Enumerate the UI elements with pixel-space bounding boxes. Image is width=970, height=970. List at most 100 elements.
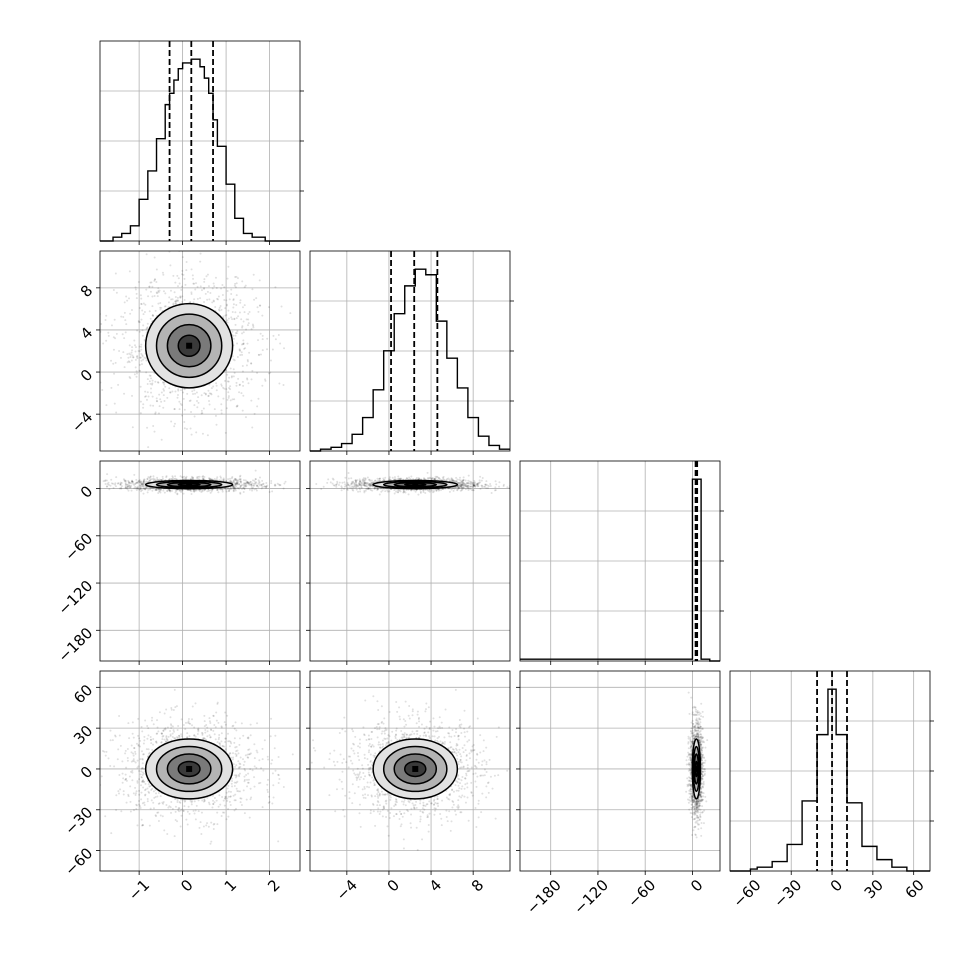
scatter-point xyxy=(240,487,243,490)
scatter-point xyxy=(243,347,246,350)
scatter-point xyxy=(170,298,173,301)
scatter-point xyxy=(119,356,122,359)
scatter-point xyxy=(214,414,217,417)
scatter-point xyxy=(188,722,191,725)
scatter-point xyxy=(160,391,163,394)
scatter-point xyxy=(232,368,235,371)
scatter-point xyxy=(254,482,257,485)
scatter-point xyxy=(100,775,103,778)
scatter-point xyxy=(193,404,196,407)
scatter-point xyxy=(197,401,200,404)
scatter-point xyxy=(198,475,201,478)
scatter-point xyxy=(239,478,242,481)
scatter-point xyxy=(201,478,204,481)
scatter-point xyxy=(388,476,391,479)
scatter-point xyxy=(476,483,479,486)
scatter-point xyxy=(472,484,475,487)
scatter-point xyxy=(241,370,244,373)
scatter-point xyxy=(247,382,250,385)
scatter-point xyxy=(354,480,357,483)
scatter-point xyxy=(261,349,264,352)
scatter-point xyxy=(130,482,133,485)
scatter-point xyxy=(136,481,139,484)
scatter-point xyxy=(384,476,387,479)
scatter-point xyxy=(219,488,222,491)
scatter-point xyxy=(277,782,280,785)
scatter-point xyxy=(221,283,224,286)
scatter-point xyxy=(239,763,242,766)
scatter-point xyxy=(363,484,366,487)
scatter-point xyxy=(476,483,479,486)
scatter-point xyxy=(135,375,138,378)
scatter-point xyxy=(227,490,230,493)
scatter-point xyxy=(481,477,484,480)
scatter-point xyxy=(135,481,138,484)
scatter-point xyxy=(254,481,257,484)
scatter-point xyxy=(216,476,219,479)
scatter-point xyxy=(462,486,465,489)
scatter-point xyxy=(355,484,358,487)
scatter-point xyxy=(446,478,449,481)
scatter-point xyxy=(134,350,137,353)
scatter-point xyxy=(118,487,121,490)
scatter-point xyxy=(242,763,245,766)
scatter-point xyxy=(124,480,127,483)
scatter-point xyxy=(363,482,366,485)
scatter-point xyxy=(232,487,235,490)
scatter-point xyxy=(227,265,230,268)
scatter-point xyxy=(395,490,398,493)
scatter-point xyxy=(248,748,251,751)
scatter-point xyxy=(215,384,218,387)
scatter-point xyxy=(441,476,444,479)
scatter-point xyxy=(399,478,402,481)
scatter-point xyxy=(459,489,462,492)
scatter-point xyxy=(354,479,357,482)
scatter-point xyxy=(258,353,261,356)
scatter-point xyxy=(238,483,241,486)
scatter-point xyxy=(230,376,233,379)
scatter-point xyxy=(93,289,95,291)
scatter-point xyxy=(245,798,248,801)
scatter-point xyxy=(470,489,473,492)
scatter-point xyxy=(206,290,209,293)
scatter-point xyxy=(219,305,222,308)
scatter-point xyxy=(223,387,226,390)
scatter-point xyxy=(362,477,365,480)
scatter-point xyxy=(367,487,370,490)
scatter-point xyxy=(229,399,232,402)
scatter-point xyxy=(241,332,244,335)
scatter-point xyxy=(457,484,460,487)
scatter-point xyxy=(152,404,155,407)
scatter-point xyxy=(366,487,369,490)
scatter-point xyxy=(139,758,142,761)
scatter-point xyxy=(235,481,238,484)
scatter-point xyxy=(153,256,156,259)
scatter-point xyxy=(476,485,479,488)
scatter-point xyxy=(233,318,236,321)
scatter-point xyxy=(237,479,240,482)
scatter-point xyxy=(479,481,482,484)
scatter-point xyxy=(178,282,181,285)
scatter-point xyxy=(143,484,146,487)
scatter-point xyxy=(467,481,470,484)
scatter-point xyxy=(453,479,456,482)
scatter-point xyxy=(104,754,107,757)
scatter-point xyxy=(148,824,151,827)
scatter-point xyxy=(100,322,103,325)
scatter-point xyxy=(232,490,235,493)
scatter-point xyxy=(168,489,171,492)
scatter-point xyxy=(220,732,223,735)
scatter-point xyxy=(168,251,171,253)
scatter-point xyxy=(260,484,263,487)
scatter-point xyxy=(235,332,238,335)
scatter-point xyxy=(194,735,197,738)
scatter-point xyxy=(139,487,142,490)
scatter-point xyxy=(140,490,143,493)
scatter-point xyxy=(139,484,142,487)
scatter-point xyxy=(461,486,464,489)
scatter-point xyxy=(422,490,425,493)
scatter-point xyxy=(203,475,206,478)
scatter-point xyxy=(231,355,234,358)
scatter-point xyxy=(235,745,238,748)
